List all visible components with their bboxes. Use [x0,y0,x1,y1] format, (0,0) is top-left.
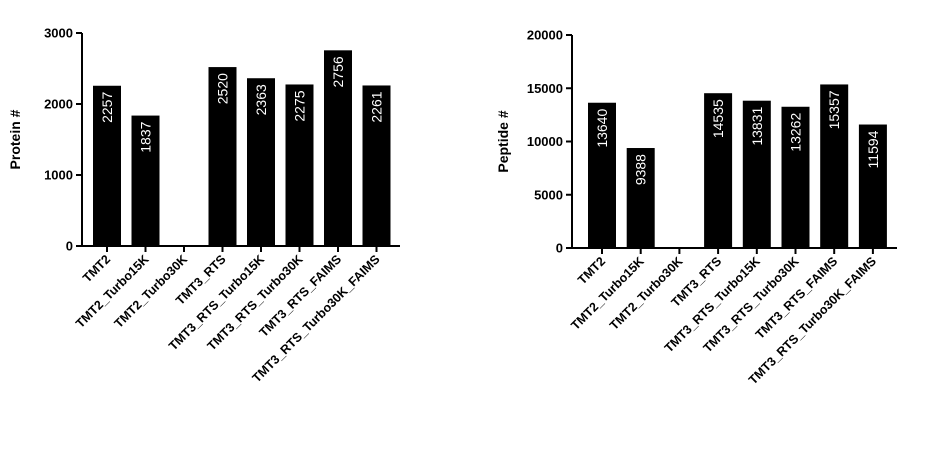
data-label: 13831 [749,106,765,145]
bar [247,78,275,247]
y-tick-label: 3000 [44,26,73,41]
data-label: 15357 [826,90,842,129]
y-tick-label: 0 [556,241,563,256]
y-tick-label: 5000 [534,187,563,202]
data-label: 11594 [865,130,881,168]
bar [131,115,160,246]
data-label: 2520 [215,73,231,104]
y-tick-label: 20000 [527,28,563,43]
bar [781,106,810,248]
y-tick-label: 2000 [44,97,73,112]
bar [626,148,655,248]
y-tick-label: 0 [66,239,73,254]
bar [285,84,314,246]
bar [704,93,733,249]
data-label: 13262 [788,113,804,152]
data-label: 14535 [710,99,726,138]
data-label: 2257 [99,92,115,123]
y-tick-label: 15000 [527,81,563,96]
x-tick-label: TMT2 [80,252,113,285]
data-label: 2363 [253,84,269,115]
bar [93,85,121,247]
bar [208,67,237,246]
y-tick-label: 10000 [527,134,563,149]
data-label: 1837 [138,121,154,152]
data-label: 9388 [633,154,649,185]
bar [588,102,616,248]
y-axis-title: Protein # [7,109,23,169]
y-tick-label: 1000 [44,168,73,183]
bar [362,85,391,247]
data-label: 13640 [594,109,610,148]
data-label: 2261 [369,91,385,122]
bar [820,84,849,248]
data-label: 2275 [292,90,308,121]
x-tick-label: TMT2 [575,254,608,287]
bar [742,100,771,248]
y-axis-title: Peptide # [495,110,511,172]
data-label: 2756 [330,56,346,87]
bar [324,50,352,246]
bar [858,124,887,248]
